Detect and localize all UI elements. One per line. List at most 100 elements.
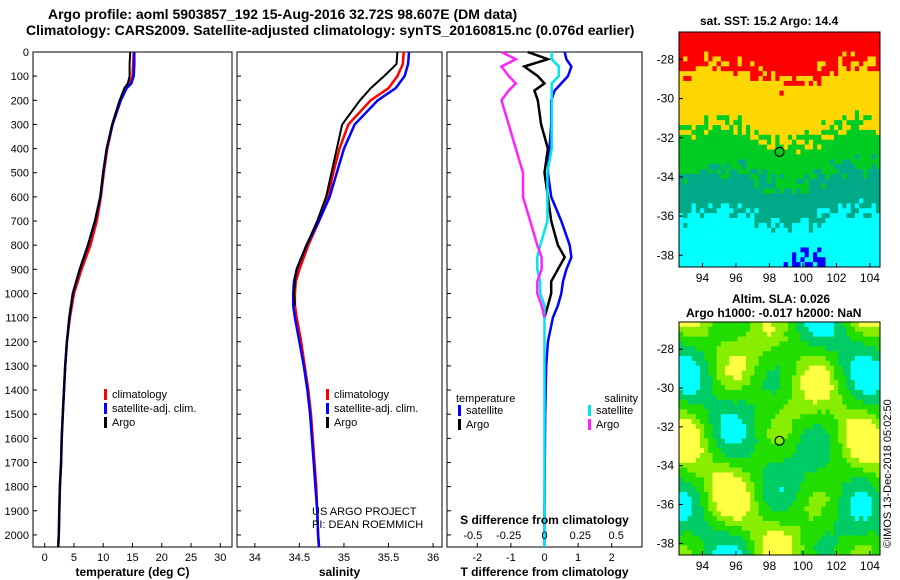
map-cell — [838, 525, 843, 532]
map-cell — [833, 414, 839, 420]
map-cell — [762, 51, 768, 57]
map-cell — [699, 242, 705, 248]
map-cell — [720, 120, 726, 126]
map-cell — [825, 496, 831, 502]
map-cell — [783, 203, 789, 209]
map-cell — [725, 252, 730, 258]
map-cell — [695, 61, 701, 67]
map-cell — [758, 232, 764, 238]
map-cell — [725, 457, 730, 464]
map-cell — [679, 169, 684, 175]
map-cell — [875, 32, 881, 38]
map-cell — [687, 351, 692, 357]
map-cell — [741, 51, 747, 57]
map-cell — [779, 227, 784, 234]
map-cell — [800, 71, 805, 77]
map-cell — [829, 336, 835, 342]
map-cell — [804, 76, 810, 82]
map-cell — [813, 208, 818, 214]
map-cell — [863, 178, 868, 185]
map-cell — [875, 208, 881, 214]
map-cell — [699, 71, 705, 77]
map-cell — [683, 247, 688, 253]
map-cell — [804, 448, 810, 454]
map-cell — [804, 326, 810, 332]
map-cell — [796, 331, 801, 337]
map-cell — [771, 535, 776, 541]
map-cell — [758, 46, 764, 52]
map-cell — [854, 76, 860, 82]
map-cell — [825, 203, 831, 209]
map-cell — [787, 545, 793, 551]
map-cell — [679, 120, 684, 126]
map-cell — [720, 477, 726, 483]
map-cell — [716, 462, 722, 468]
map-cell — [758, 139, 764, 145]
map-cell — [804, 540, 810, 546]
map-cell — [871, 208, 877, 214]
map-cell — [838, 453, 843, 459]
map-cell — [699, 36, 705, 43]
map-cell — [741, 95, 747, 101]
map-cell — [704, 169, 709, 175]
map-cell — [716, 115, 722, 121]
map-cell — [838, 178, 843, 185]
map-cell — [854, 139, 860, 145]
map-cell — [825, 525, 831, 532]
map-cell — [741, 164, 747, 170]
map-cell — [775, 419, 780, 425]
map-cell — [863, 61, 868, 67]
map-cell — [754, 477, 759, 483]
map-cell — [754, 66, 759, 72]
map-cell — [813, 193, 818, 199]
map-cell — [871, 237, 877, 243]
map-cell — [838, 550, 843, 556]
depth-tick-label: 1800 — [5, 482, 29, 494]
map-cell — [725, 66, 730, 72]
map-cell — [775, 149, 780, 155]
map-cell — [679, 203, 684, 209]
map-cell — [863, 448, 868, 454]
map-cell — [733, 501, 738, 507]
map-cell — [704, 438, 709, 444]
map-cell — [779, 66, 784, 72]
map-cell — [871, 262, 877, 268]
map-cell — [741, 183, 747, 189]
map-cell — [825, 95, 831, 101]
map-cell — [859, 218, 864, 224]
map-cell — [750, 227, 755, 234]
map-cell — [771, 110, 776, 116]
map-cell — [821, 457, 826, 464]
map-cell — [783, 46, 789, 52]
map-cell — [804, 41, 810, 47]
map-cell — [825, 144, 831, 150]
map-cell — [695, 178, 701, 185]
map-cell — [775, 188, 780, 194]
map-cell — [729, 443, 734, 449]
map-cell — [796, 419, 801, 425]
map-cell — [716, 375, 722, 381]
map-cell — [875, 346, 881, 352]
map-cell — [817, 375, 822, 381]
map-cell — [813, 115, 818, 121]
map-cell — [825, 198, 831, 204]
map-cell — [854, 257, 860, 263]
map-cell — [712, 90, 717, 96]
map-cell — [737, 80, 743, 87]
map-cell — [787, 326, 793, 332]
map-cell — [813, 159, 818, 165]
map-cell — [699, 467, 705, 473]
map-cell — [695, 173, 701, 180]
map-cell — [741, 173, 747, 180]
map-cell — [762, 115, 768, 121]
map-cell — [804, 125, 810, 131]
map-cell — [804, 134, 810, 141]
map-cell — [691, 525, 697, 532]
map-cell — [850, 80, 856, 87]
map-cell — [854, 247, 860, 253]
map-cell — [871, 326, 877, 332]
map-cell — [699, 32, 705, 38]
map-cell — [737, 482, 743, 488]
map-cell — [833, 482, 839, 488]
map-cell — [699, 491, 705, 498]
